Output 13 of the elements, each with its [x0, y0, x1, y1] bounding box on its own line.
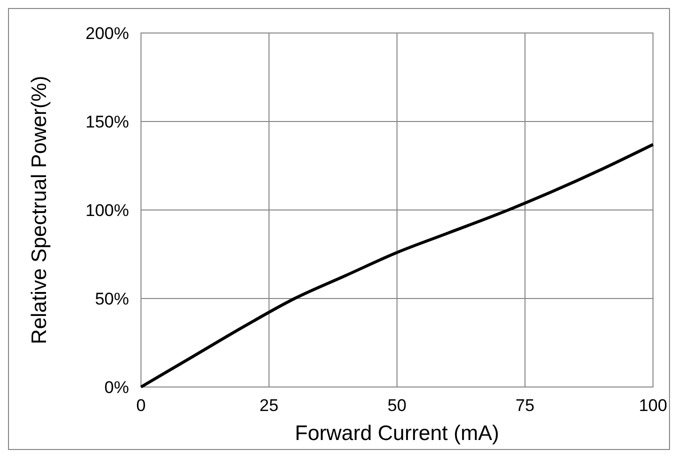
- y-tick-label: 50%: [94, 289, 129, 308]
- y-tick-label: 0%: [104, 378, 129, 397]
- x-tick-label: 100: [638, 396, 668, 415]
- line-series: [140, 143, 654, 388]
- x-tick-label: 50: [388, 396, 406, 415]
- x-tick-label: 0: [136, 396, 146, 415]
- y-tick-label: 100%: [86, 200, 129, 220]
- y-axis-title: Relative Spectrual Power(%): [28, 76, 51, 344]
- x-tick-label: 75: [516, 396, 534, 415]
- x-axis-title: Forward Current (mA): [294, 422, 500, 445]
- y-tick-label: 200%: [86, 24, 129, 43]
- x-tick-label: 25: [260, 396, 278, 415]
- y-tick-label: 150%: [86, 112, 129, 132]
